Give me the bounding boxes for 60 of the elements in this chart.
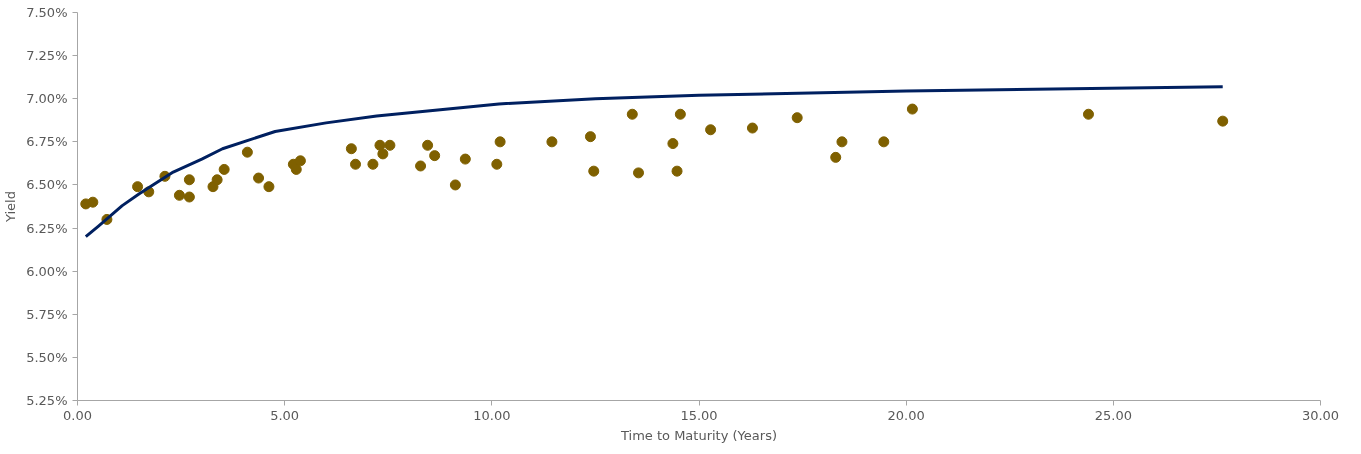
point — [633, 167, 645, 179]
point — [671, 165, 683, 177]
point — [791, 112, 803, 124]
x-tick-label: 15.00 — [680, 407, 718, 423]
point — [367, 158, 379, 170]
point — [830, 151, 842, 163]
point — [345, 143, 357, 155]
point — [494, 136, 506, 148]
point — [87, 196, 99, 208]
point — [1217, 115, 1229, 127]
point — [429, 150, 441, 162]
point — [241, 146, 253, 158]
y-tick-label: 6.50% — [26, 177, 68, 193]
point — [491, 158, 503, 170]
point — [705, 124, 717, 136]
point — [422, 139, 434, 151]
y-tick-label: 5.50% — [26, 349, 68, 365]
point — [878, 136, 890, 148]
point — [253, 172, 265, 184]
y-tick-label: 5.25% — [26, 393, 68, 408]
point — [263, 181, 275, 193]
y-tick-label: 6.00% — [26, 263, 68, 279]
y-tick-label: 6.75% — [26, 134, 68, 150]
point — [415, 160, 427, 172]
x-tick-label: 30.00 — [1301, 407, 1340, 423]
y-tick-label: 7.50% — [26, 5, 68, 20]
point — [350, 158, 362, 170]
y-tick-label: 7.25% — [26, 48, 68, 64]
point — [546, 136, 558, 148]
point — [746, 122, 758, 134]
y-axis-title: Yield — [3, 191, 19, 223]
x-tick-label: 25.00 — [1094, 407, 1132, 423]
point — [384, 139, 396, 151]
line-series — [84, 85, 1225, 239]
x-axis-title: Time to Maturity (Years) — [620, 427, 777, 443]
point — [1082, 108, 1094, 120]
x-tick-label: 10.00 — [473, 407, 511, 423]
point — [173, 189, 185, 201]
point — [836, 136, 848, 148]
point — [459, 153, 471, 165]
point — [377, 148, 389, 160]
point — [588, 165, 600, 177]
point — [674, 108, 686, 120]
point — [449, 179, 461, 191]
point — [906, 103, 918, 115]
x-tick-label: 0.00 — [63, 407, 92, 423]
x-tick-label: 5.00 — [270, 407, 300, 423]
point — [183, 174, 195, 186]
point — [211, 174, 223, 186]
point — [218, 163, 230, 175]
point — [294, 155, 306, 167]
x-tick-label: 20.00 — [887, 407, 925, 423]
point — [132, 181, 144, 193]
y-tick-label: 7.00% — [26, 91, 68, 107]
y-tick-label: 5.75% — [26, 306, 68, 322]
y-tick-label: 6.25% — [26, 220, 68, 236]
point — [626, 108, 638, 120]
point — [667, 138, 679, 150]
point — [584, 131, 596, 143]
point — [183, 191, 195, 203]
